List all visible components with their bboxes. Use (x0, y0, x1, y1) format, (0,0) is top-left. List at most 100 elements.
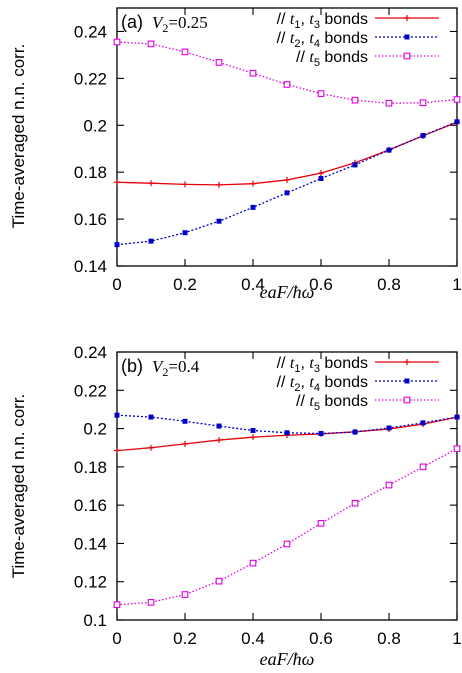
data-point (318, 170, 324, 177)
y-axis-label: Time-averaged n.n. corr. (9, 394, 28, 579)
x-tick-label: 0.4 (241, 275, 265, 294)
y-tick-label: 0.1 (83, 611, 107, 630)
data-point (454, 414, 460, 420)
y-tick-label: 0.2 (83, 420, 107, 439)
panel-parameter: V2=0.4 (152, 357, 200, 379)
legend-label: // t2, t4 bonds (277, 30, 368, 50)
data-point (284, 176, 290, 183)
y-tick-label: 0.12 (74, 573, 107, 592)
legend-symbol: t (309, 374, 314, 391)
legend-suffix: bonds (320, 393, 368, 410)
series-2: // t2, t4 bonds (114, 374, 460, 437)
legend-separator: , (300, 374, 309, 391)
legend-subscript: 3 (314, 19, 320, 31)
data-point (420, 420, 426, 426)
legend-label: // t1, t3 bonds (277, 11, 368, 31)
data-point (352, 429, 358, 435)
legend-marker (404, 359, 410, 365)
data-point (386, 147, 392, 153)
legend-symbol: t (290, 11, 295, 28)
y-tick-label: 0.18 (74, 163, 107, 182)
legend-subscript: 3 (314, 363, 320, 375)
data-point (215, 59, 223, 66)
data-point (420, 133, 426, 139)
legend-symbol: t (309, 49, 314, 66)
data-point (148, 444, 154, 451)
x-tick-label: 1 (452, 275, 461, 294)
data-point (454, 119, 460, 125)
data-point (114, 242, 120, 248)
panel-parameter: V2=0.25 (152, 13, 208, 35)
data-point (453, 96, 461, 103)
legend-suffix: bonds (320, 30, 368, 47)
legend-separator: , (300, 11, 309, 28)
panel-b: 0.1 0.12 0.14 0.16 0.18 0.2 0.22 0.24 0 0.2 0.4 0.6… (9, 343, 462, 669)
y-tick-label: 0.24 (74, 343, 107, 362)
legend-suffix: bonds (320, 355, 368, 372)
legend-label: // t5 bonds (296, 49, 368, 69)
panel-a: 0.14 0.16 0.18 0.2 0.22 0.24 0 0.2 0.4 0.6 0.8 1 eaF… (9, 7, 462, 302)
legend-prefix: // (277, 374, 290, 391)
data-point (419, 463, 427, 471)
data-point (453, 445, 461, 453)
x-tick-label: 0 (112, 629, 121, 648)
legend-prefix: // (277, 11, 290, 28)
data-point (317, 519, 325, 527)
series-1: // t1, t3 bonds (114, 355, 460, 454)
legend-marker (404, 378, 410, 384)
legend-suffix: bonds (320, 11, 368, 28)
panel-parameter-symbol: V (152, 13, 165, 32)
panel-parameter-value: =0.4 (168, 357, 199, 376)
data-point (216, 423, 222, 429)
series-2: // t2, t4 bonds (114, 30, 460, 248)
data-point (284, 190, 290, 196)
data-point (249, 559, 257, 567)
x-tick-label: 0 (112, 275, 121, 294)
legend-prefix: // (296, 49, 309, 66)
panel-parameter-subscript: 2 (162, 365, 168, 379)
plot-frame (116, 351, 458, 621)
data-point (216, 181, 222, 188)
y-tick-label: 0.22 (74, 381, 107, 400)
legend-label: // t2, t4 bonds (277, 374, 368, 394)
data-point (283, 540, 291, 548)
x-tick-label: 0.6 (309, 629, 333, 648)
x-tick-label: 0.8 (377, 629, 401, 648)
data-point (114, 447, 120, 454)
plot-frame (116, 7, 458, 267)
data-point (250, 427, 256, 433)
data-point (181, 591, 189, 598)
y-tick-label: 0.22 (74, 69, 107, 88)
legend-subscript: 1 (294, 363, 300, 375)
data-point (284, 430, 290, 436)
data-point (182, 181, 188, 188)
data-point (352, 162, 358, 168)
y-tick-label: 0.16 (74, 496, 107, 515)
y-tick-label: 0.24 (74, 22, 107, 41)
legend-prefix: // (277, 355, 290, 372)
data-point (250, 180, 256, 187)
data-point (317, 90, 325, 97)
panel-parameter-subscript: 2 (162, 21, 168, 35)
legend-suffix: bonds (320, 374, 368, 391)
data-point (351, 499, 359, 507)
series-3: // t5 bonds (113, 38, 461, 107)
x-axis-label: eaF/ħω (260, 649, 315, 669)
legend-separator: , (300, 355, 309, 372)
series-3: // t5 bonds (113, 393, 461, 609)
x-tick-label: 0.2 (173, 629, 197, 648)
legend-suffix: bonds (320, 49, 368, 66)
data-point (250, 204, 256, 210)
legend-label: // t1, t3 bonds (277, 355, 368, 375)
data-point (216, 437, 222, 444)
x-tick-label: 0.8 (377, 275, 401, 294)
data-point (182, 440, 188, 447)
data-point (419, 99, 427, 107)
panel-parameter-value: =0.25 (168, 13, 207, 32)
legend-subscript: 2 (294, 382, 300, 394)
data-point (148, 180, 154, 187)
legend-marker (404, 15, 410, 21)
legend-prefix: // (277, 30, 290, 47)
data-point (113, 601, 121, 609)
